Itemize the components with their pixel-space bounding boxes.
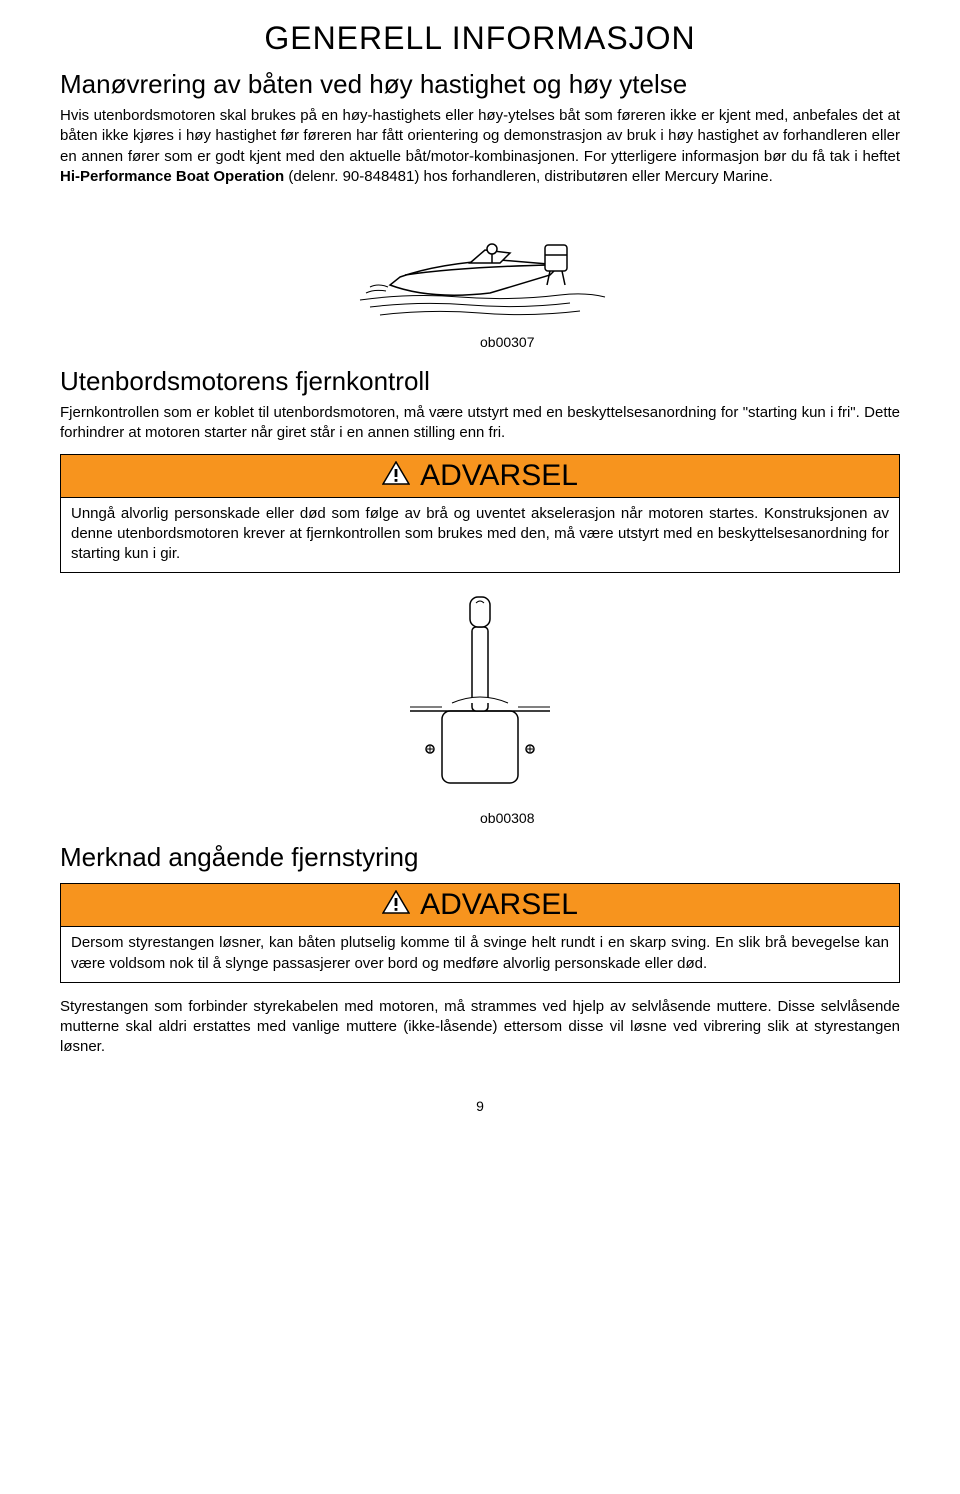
section2-heading: Utenbordsmotorens fjernkontroll	[60, 366, 900, 397]
warning2-label: ADVARSEL	[420, 888, 578, 922]
remote-control-illustration-icon	[390, 591, 570, 801]
figure1-caption: ob00307	[480, 334, 900, 350]
section1-para-bold: Hi-Performance Boat Operation	[60, 168, 284, 185]
warning-triangle-icon	[382, 459, 410, 493]
section1-para-pre: Hvis utenbordsmotoren skal brukes på en …	[60, 107, 900, 165]
warning-triangle-icon	[382, 888, 410, 922]
section1-para-post: (delenr. 90-848481) hos forhandleren, di…	[284, 168, 773, 185]
warning1-label: ADVARSEL	[420, 459, 578, 493]
page-number: 9	[60, 1098, 900, 1114]
warning2-header: ADVARSEL	[61, 884, 899, 926]
warning-box-1: ADVARSEL Unngå alvorlig personskade elle…	[60, 454, 900, 574]
section1-paragraph: Hvis utenbordsmotoren skal brukes på en …	[60, 106, 900, 187]
figure2-caption: ob00308	[480, 810, 900, 826]
warning1-header: ADVARSEL	[61, 455, 899, 497]
boat-illustration-icon	[350, 205, 610, 325]
page-title: GENERELL INFORMASJON	[60, 20, 900, 57]
warning-box-2: ADVARSEL Dersom styrestangen løsner, kan…	[60, 883, 900, 983]
section1-heading: Manøvrering av båten ved høy hastighet o…	[60, 69, 900, 100]
section2-paragraph: Fjernkontrollen som er koblet til utenbo…	[60, 403, 900, 444]
section3-paragraph: Styrestangen som forbinder styrekabelen …	[60, 997, 900, 1058]
section3-heading: Merknad angående fjernstyring	[60, 842, 900, 873]
warning2-body: Dersom styrestangen løsner, kan båten pl…	[61, 926, 899, 982]
warning1-body: Unngå alvorlig personskade eller død som…	[61, 497, 899, 573]
figure-remote	[60, 591, 900, 806]
figure-boat	[60, 205, 900, 330]
